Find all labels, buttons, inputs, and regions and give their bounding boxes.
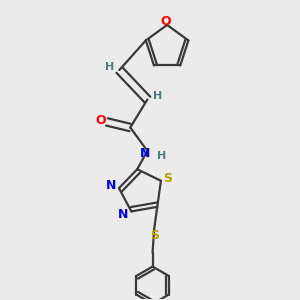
Text: N: N xyxy=(118,208,129,221)
Text: H: H xyxy=(157,151,166,160)
Text: N: N xyxy=(140,147,150,160)
Text: O: O xyxy=(95,114,106,127)
Text: S: S xyxy=(163,172,172,185)
Text: H: H xyxy=(105,62,115,72)
Text: N: N xyxy=(106,178,116,192)
Text: O: O xyxy=(160,15,171,28)
Text: S: S xyxy=(150,229,159,242)
Text: H: H xyxy=(153,92,162,101)
